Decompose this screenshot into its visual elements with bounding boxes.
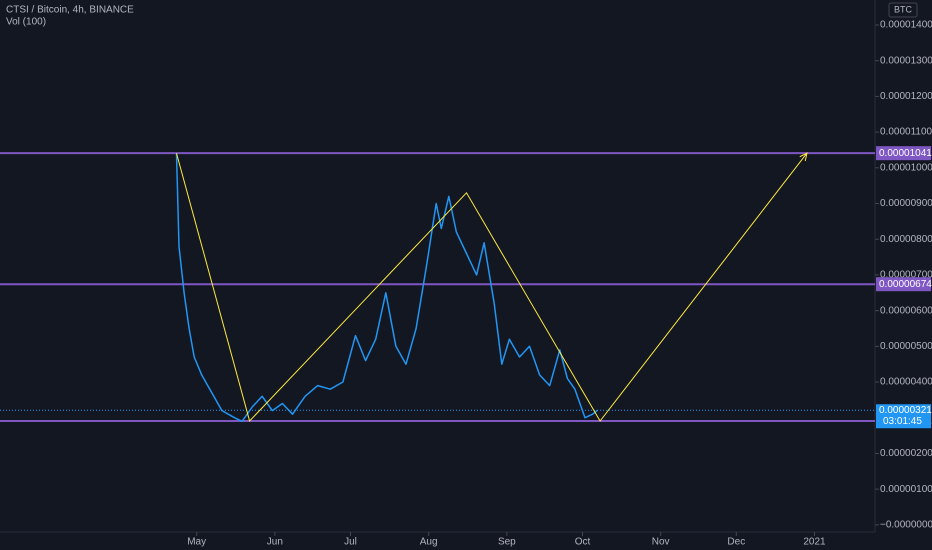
x-tick-label: Dec: [727, 537, 745, 548]
y-tick-label: 0.00000600: [880, 305, 932, 316]
y-tick-label: 0.00001300: [880, 55, 932, 66]
y-tick-label: 0.00000100: [880, 484, 932, 495]
x-tick-label: 2021: [803, 537, 826, 548]
y-tick-label: 0.00000200: [880, 448, 932, 459]
x-tick-label: Aug: [420, 537, 438, 548]
last-price-tag: [876, 404, 931, 429]
level-tag: [876, 146, 931, 161]
x-tick-label: May: [187, 537, 206, 548]
price-line: [175, 153, 599, 423]
y-tick-label: 0.00001200: [880, 91, 932, 102]
y-tick-label: 0.00000400: [880, 377, 932, 388]
x-tick-label: Sep: [498, 537, 516, 548]
level-label: 0.00001041: [879, 148, 932, 159]
y-tick-label: 0.00000700: [880, 270, 932, 281]
y-tick-label: 0.00000500: [880, 341, 932, 352]
y-tick-label: 0.00000800: [880, 234, 932, 245]
y-tick-label: 0.00000900: [880, 198, 932, 209]
volume-label: Vol (100): [6, 17, 46, 28]
countdown-label: 03:01:45: [883, 416, 922, 427]
x-tick-label: Oct: [575, 537, 591, 548]
level-label: 0.00000674: [879, 279, 932, 290]
y-tick-label: 0.00001000: [880, 162, 932, 173]
x-tick-label: Jul: [344, 537, 357, 548]
level-tag: [876, 277, 931, 292]
chart-title: CTSI / Bitcoin, 4h, BINANCE: [6, 5, 134, 16]
y-tick-label: 0.00001100: [880, 127, 932, 138]
x-tick-label: Nov: [652, 537, 670, 548]
currency-label[interactable]: BTC: [894, 4, 913, 14]
currency-button[interactable]: [888, 2, 918, 18]
trendline: [176, 152, 808, 422]
last-price-label: 0.00000321: [879, 405, 932, 416]
trendline-arrow: [799, 152, 808, 162]
y-tick-label: 0.00001400: [880, 20, 932, 31]
x-tick-label: Jun: [267, 537, 283, 548]
